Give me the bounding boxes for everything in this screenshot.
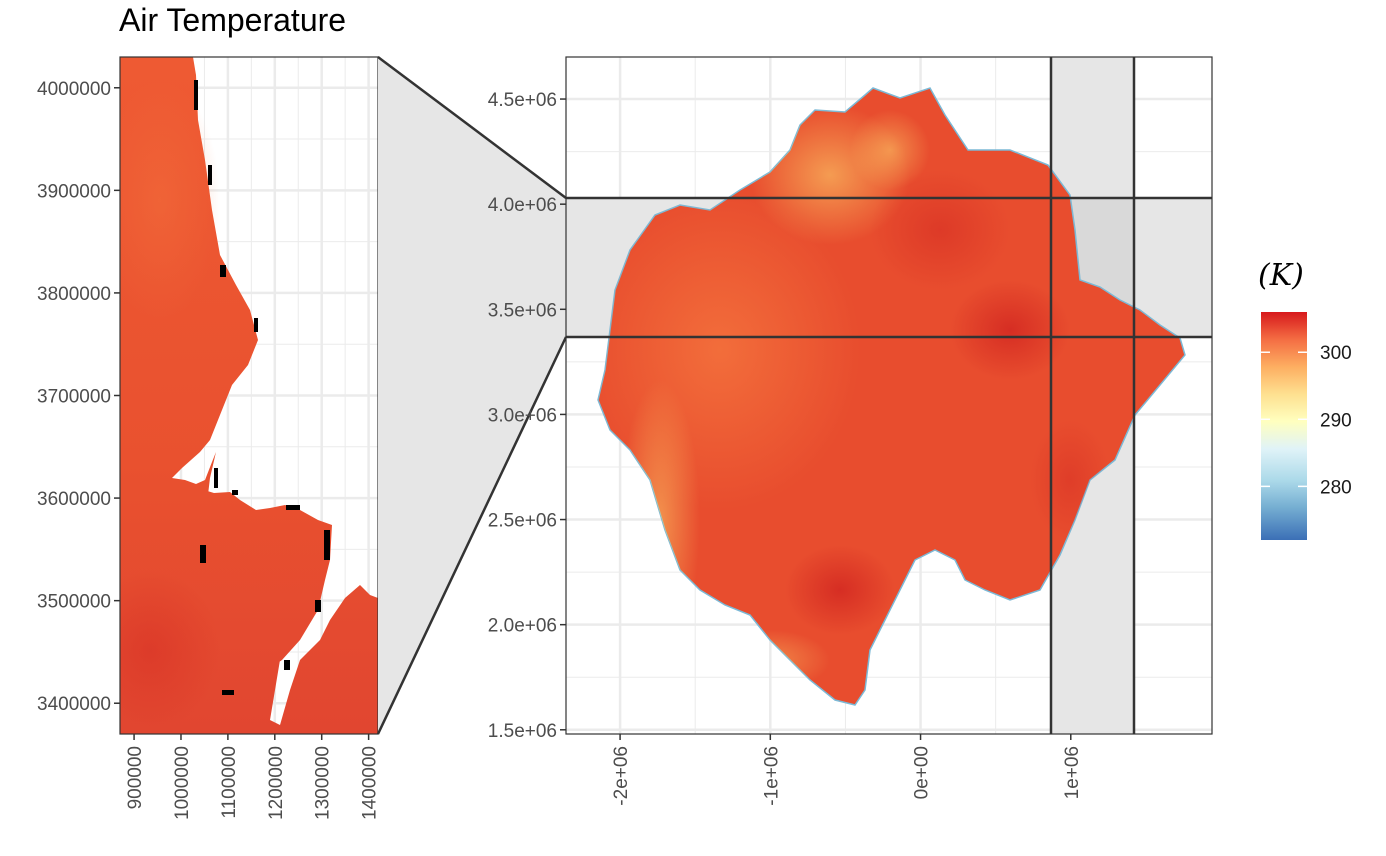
y-tick-label: 3.0e+06 xyxy=(488,405,557,426)
x-tick-label: 1100000 xyxy=(219,746,240,819)
y-tick-label: 4.0e+06 xyxy=(488,195,557,216)
inset-coastline-specks xyxy=(194,80,330,695)
inset-raster xyxy=(120,57,378,734)
legend-tick-label: 290 xyxy=(1320,410,1352,431)
y-tick-label: 4000000 xyxy=(37,79,111,100)
inset-y-axis: 3400000 3500000 3600000 3700000 3800000 39000… xyxy=(37,79,120,715)
inset-x-axis: 900000 1000000 1100000 1200000 1300000 140000… xyxy=(125,734,381,820)
x-tick-label: 1000000 xyxy=(172,746,193,820)
y-tick-label: 3400000 xyxy=(37,694,111,715)
x-tick-label: 0e+00 xyxy=(912,746,933,799)
x-tick-label: -1e+06 xyxy=(761,746,782,806)
x-tick-label: 1300000 xyxy=(313,746,334,820)
full-map-panel: 1.5e+06 2.0e+06 2.5e+06 3.0e+06 3.5e+06 4.0e+… xyxy=(488,56,1213,806)
legend-tick-label: 280 xyxy=(1320,477,1352,498)
legend-tick-label: 300 xyxy=(1320,343,1352,364)
x-tick-label: 1400000 xyxy=(360,746,381,820)
legend-ticks: 280 290 300 xyxy=(1261,343,1352,498)
inset-map-panel: 3400000 3500000 3600000 3700000 3800000 39000… xyxy=(37,56,381,820)
y-tick-label: 1.5e+06 xyxy=(488,721,557,742)
y-tick-label: 3700000 xyxy=(37,387,111,408)
zoom-window-lines xyxy=(566,57,1212,734)
zoom-connector-top-line xyxy=(377,56,567,199)
y-tick-label: 4.5e+06 xyxy=(488,90,557,111)
hot-zone-south xyxy=(785,545,895,635)
x-tick-label: 1200000 xyxy=(266,746,287,820)
x-tick-label: -2e+06 xyxy=(611,746,632,806)
y-tick-label: 3500000 xyxy=(37,592,111,613)
y-tick-label: 3800000 xyxy=(37,284,111,305)
hot-zone-northeast xyxy=(870,170,1010,290)
y-tick-label: 3900000 xyxy=(37,181,111,202)
zoom-connector xyxy=(376,56,568,735)
full-x-axis: -2e+06 -1e+06 0e+00 1e+06 xyxy=(611,734,1083,806)
zoom-connector-fill xyxy=(378,57,566,734)
x-tick-label: 900000 xyxy=(125,746,146,809)
y-tick-label: 2.5e+06 xyxy=(488,511,557,532)
inset-hot-zone xyxy=(120,570,220,730)
full-panel-border xyxy=(565,56,1213,735)
zoom-connector-bottom-line xyxy=(376,336,568,735)
x-tick-label: 1e+06 xyxy=(1062,746,1083,799)
hot-zone-east xyxy=(950,280,1070,380)
color-legend: (K) 280 290 300 xyxy=(1258,258,1352,540)
legend-title: (K) xyxy=(1258,258,1304,293)
chart-title: Air Temperature xyxy=(119,2,347,38)
cool-highlands-peak xyxy=(850,110,930,190)
full-y-axis: 1.5e+06 2.0e+06 2.5e+06 3.0e+06 3.5e+06 4.0e+… xyxy=(488,90,566,742)
inset-warm-zone xyxy=(120,80,220,320)
y-tick-label: 3.5e+06 xyxy=(488,300,557,321)
legend-colorbar xyxy=(1261,312,1307,540)
y-tick-label: 2.0e+06 xyxy=(488,616,557,637)
y-tick-label: 3600000 xyxy=(37,489,111,510)
